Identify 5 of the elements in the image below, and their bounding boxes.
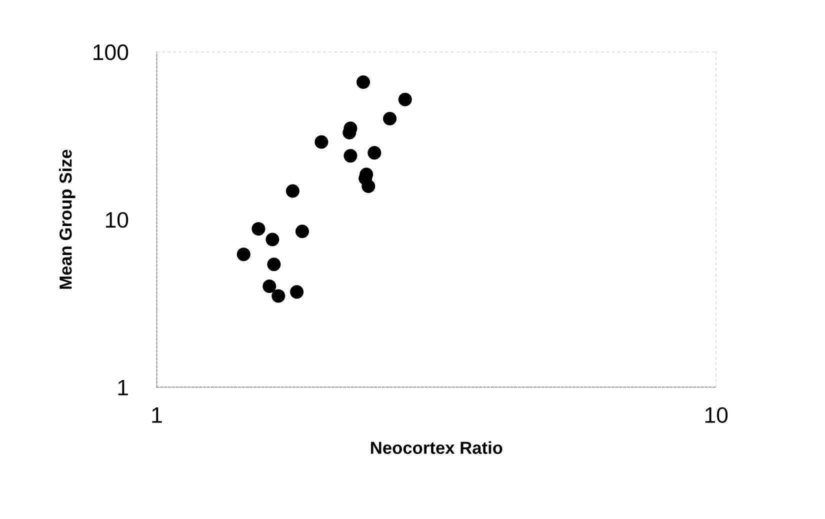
y-axis-title: Mean Group Size xyxy=(59,150,76,289)
y-tick-label: 10 xyxy=(106,212,128,228)
y-tick-label: 100 xyxy=(94,44,128,60)
y-tick-label: 1 xyxy=(118,380,128,396)
x-axis-title: Neocortex Ratio xyxy=(371,441,502,454)
